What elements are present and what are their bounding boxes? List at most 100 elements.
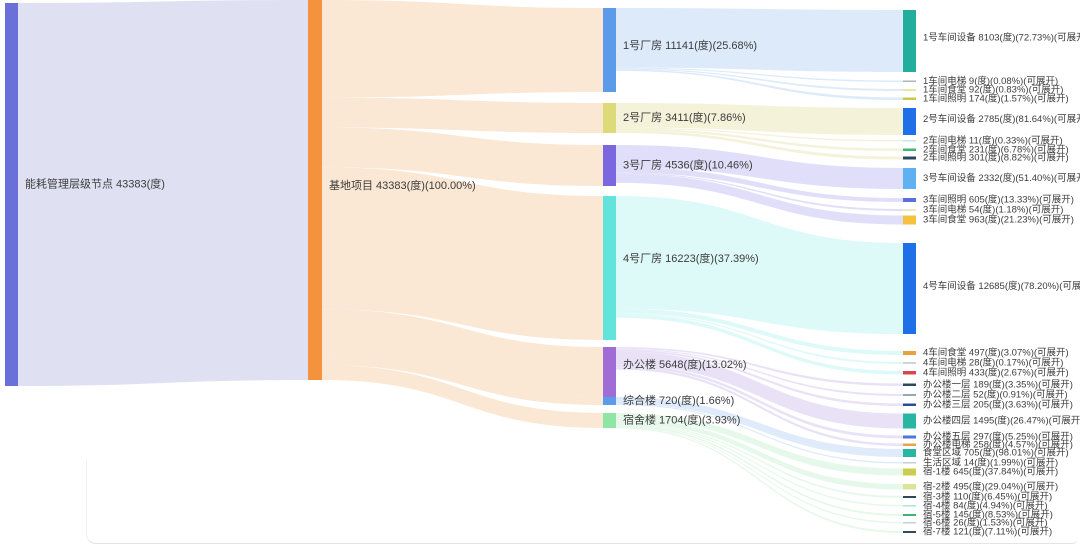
link-office-of1[interactable] (616, 347, 903, 386)
label-root: 能耗管理层级节点 43383(度) (25, 177, 165, 191)
link-f2-w2ca[interactable] (616, 128, 903, 152)
link-project-f4[interactable] (322, 167, 603, 340)
label-w2eq: 2号车间设备 2785(度)(81.64%)(可展开) (923, 113, 1080, 125)
link-dorm-d3[interactable] (616, 423, 903, 498)
label-cxca: 食堂区域 705(度)(98.01%)(可展开) (923, 447, 1069, 459)
label-f4: 4号厂房 16223(度)(37.39%) (623, 251, 759, 265)
label-d7: 宿-7楼 121(度)(7.11%)(可展开) (923, 526, 1052, 538)
label-of2: 办公楼二层 52(度)(0.91%)(可展开) (923, 389, 1068, 401)
label-w3eq: 3号车间设备 2332(度)(51.40%)(可展开) (923, 172, 1080, 184)
link-project-complex[interactable] (322, 358, 603, 405)
link-root-project[interactable] (18, 0, 308, 386)
link-project-office[interactable] (322, 309, 603, 397)
link-f1-w1el[interactable] (616, 67, 903, 82)
node-d3[interactable] (903, 496, 916, 498)
node-project[interactable] (308, 0, 322, 380)
label-w3li: 3车间照明 605(度)(13.33%)(可展开) (923, 194, 1074, 206)
node-office[interactable] (603, 347, 616, 397)
link-office-of5[interactable] (616, 364, 903, 439)
node-w3ca[interactable] (903, 215, 916, 225)
node-of4[interactable] (903, 413, 916, 429)
node-d1[interactable] (903, 468, 916, 476)
link-dorm-d4[interactable] (616, 424, 903, 507)
node-f4[interactable] (603, 196, 616, 340)
node-w3eq[interactable] (903, 168, 916, 189)
node-d7[interactable] (903, 531, 916, 533)
link-f2-w2li[interactable] (616, 130, 903, 160)
label-w1eq: 1号车间设备 8103(度)(72.73%)(可展开) (923, 32, 1080, 44)
node-f1[interactable] (603, 8, 616, 92)
link-complex-cxlv[interactable] (616, 403, 903, 464)
node-w4ca[interactable] (903, 351, 916, 355)
label-d2: 宿-2楼 495(度)(29.04%)(可展开) (923, 480, 1058, 492)
label-project: 基地项目 43383(度)(100.00%) (329, 178, 476, 192)
link-dorm-d6[interactable] (616, 426, 903, 524)
link-f1-w1ca[interactable] (616, 68, 903, 91)
node-of5[interactable] (903, 435, 916, 439)
node-d2[interactable] (903, 484, 916, 490)
link-f2-w2el[interactable] (616, 127, 903, 142)
label-f3: 3号厂房 4536(度)(10.46%) (623, 158, 753, 172)
link-dorm-d1[interactable] (616, 413, 903, 476)
link-f3-w3li[interactable] (616, 167, 903, 202)
node-d6[interactable] (903, 522, 916, 524)
node-w4el[interactable] (903, 362, 916, 364)
node-w1li[interactable] (903, 97, 916, 101)
link-office-of3[interactable] (616, 349, 903, 406)
node-w2el[interactable] (903, 140, 916, 142)
link-dorm-d7[interactable] (616, 427, 903, 533)
node-d4[interactable] (903, 505, 916, 507)
link-f4-w4eq[interactable] (616, 196, 903, 334)
node-root[interactable] (5, 3, 18, 386)
label-w1el: 1车间电梯 9(度)(0.08%)(可展开) (923, 75, 1058, 87)
node-w1ca[interactable] (903, 89, 916, 91)
node-dorm[interactable] (603, 413, 616, 428)
node-of1[interactable] (903, 383, 916, 387)
node-w3el[interactable] (903, 209, 916, 211)
label-complex: 综合楼 720(度)(1.66%) (623, 393, 734, 407)
link-f4-w4li[interactable] (616, 314, 903, 375)
link-f3-w3el[interactable] (616, 172, 903, 211)
link-project-f3[interactable] (322, 127, 603, 187)
link-office-of4[interactable] (616, 351, 903, 429)
label-office: 办公楼 5648(度)(13.02%) (623, 357, 747, 371)
node-cxca[interactable] (903, 449, 916, 457)
label-d4: 宿-4楼 84(度)(4.94%)(可展开) (923, 499, 1048, 511)
node-complex[interactable] (603, 397, 616, 405)
link-f1-w1li[interactable] (616, 69, 903, 100)
node-w2ca[interactable] (903, 148, 916, 152)
label-of1: 办公楼一层 189(度)(3.35%)(可展开) (923, 378, 1073, 390)
link-f3-w3ca[interactable] (616, 173, 903, 225)
label-d5: 宿-5楼 145(度)(8.53%)(可展开) (923, 509, 1053, 521)
node-f2[interactable] (603, 103, 616, 133)
link-project-f2[interactable] (322, 97, 603, 133)
label-cxlv: 生活区域 14(度)(1.99%)(可展开) (923, 456, 1058, 468)
node-d5[interactable] (903, 514, 916, 516)
link-office-of2[interactable] (616, 348, 903, 396)
link-f3-w3eq[interactable] (616, 145, 903, 189)
link-complex-cxca[interactable] (616, 397, 903, 457)
link-project-f1[interactable] (322, 0, 603, 98)
link-dorm-d2[interactable] (616, 418, 903, 490)
node-w2li[interactable] (903, 156, 916, 160)
link-f1-w1eq[interactable] (616, 8, 903, 72)
node-ofel[interactable] (903, 443, 916, 447)
node-of2[interactable] (903, 394, 916, 396)
node-w2eq[interactable] (903, 108, 916, 135)
node-w1el[interactable] (903, 80, 916, 83)
node-w1eq[interactable] (903, 10, 916, 72)
node-of3[interactable] (903, 403, 916, 407)
node-f3[interactable] (603, 145, 616, 186)
label-of4: 办公楼四层 1495(度)(26.47%)(可展开) (923, 415, 1080, 427)
label-w4el: 4车间电梯 28(度)(0.17%)(可展开) (923, 357, 1063, 369)
link-dorm-d5[interactable] (616, 425, 903, 516)
link-office-ofel[interactable] (616, 367, 903, 446)
link-project-dorm[interactable] (322, 365, 603, 428)
link-f2-w2eq[interactable] (616, 103, 903, 135)
link-f4-w4el[interactable] (616, 313, 903, 364)
node-w4li[interactable] (903, 371, 916, 375)
node-cxlv[interactable] (903, 462, 916, 464)
node-w4eq[interactable] (903, 243, 916, 334)
link-f4-w4ca[interactable] (616, 308, 903, 355)
node-w3li[interactable] (903, 198, 916, 202)
